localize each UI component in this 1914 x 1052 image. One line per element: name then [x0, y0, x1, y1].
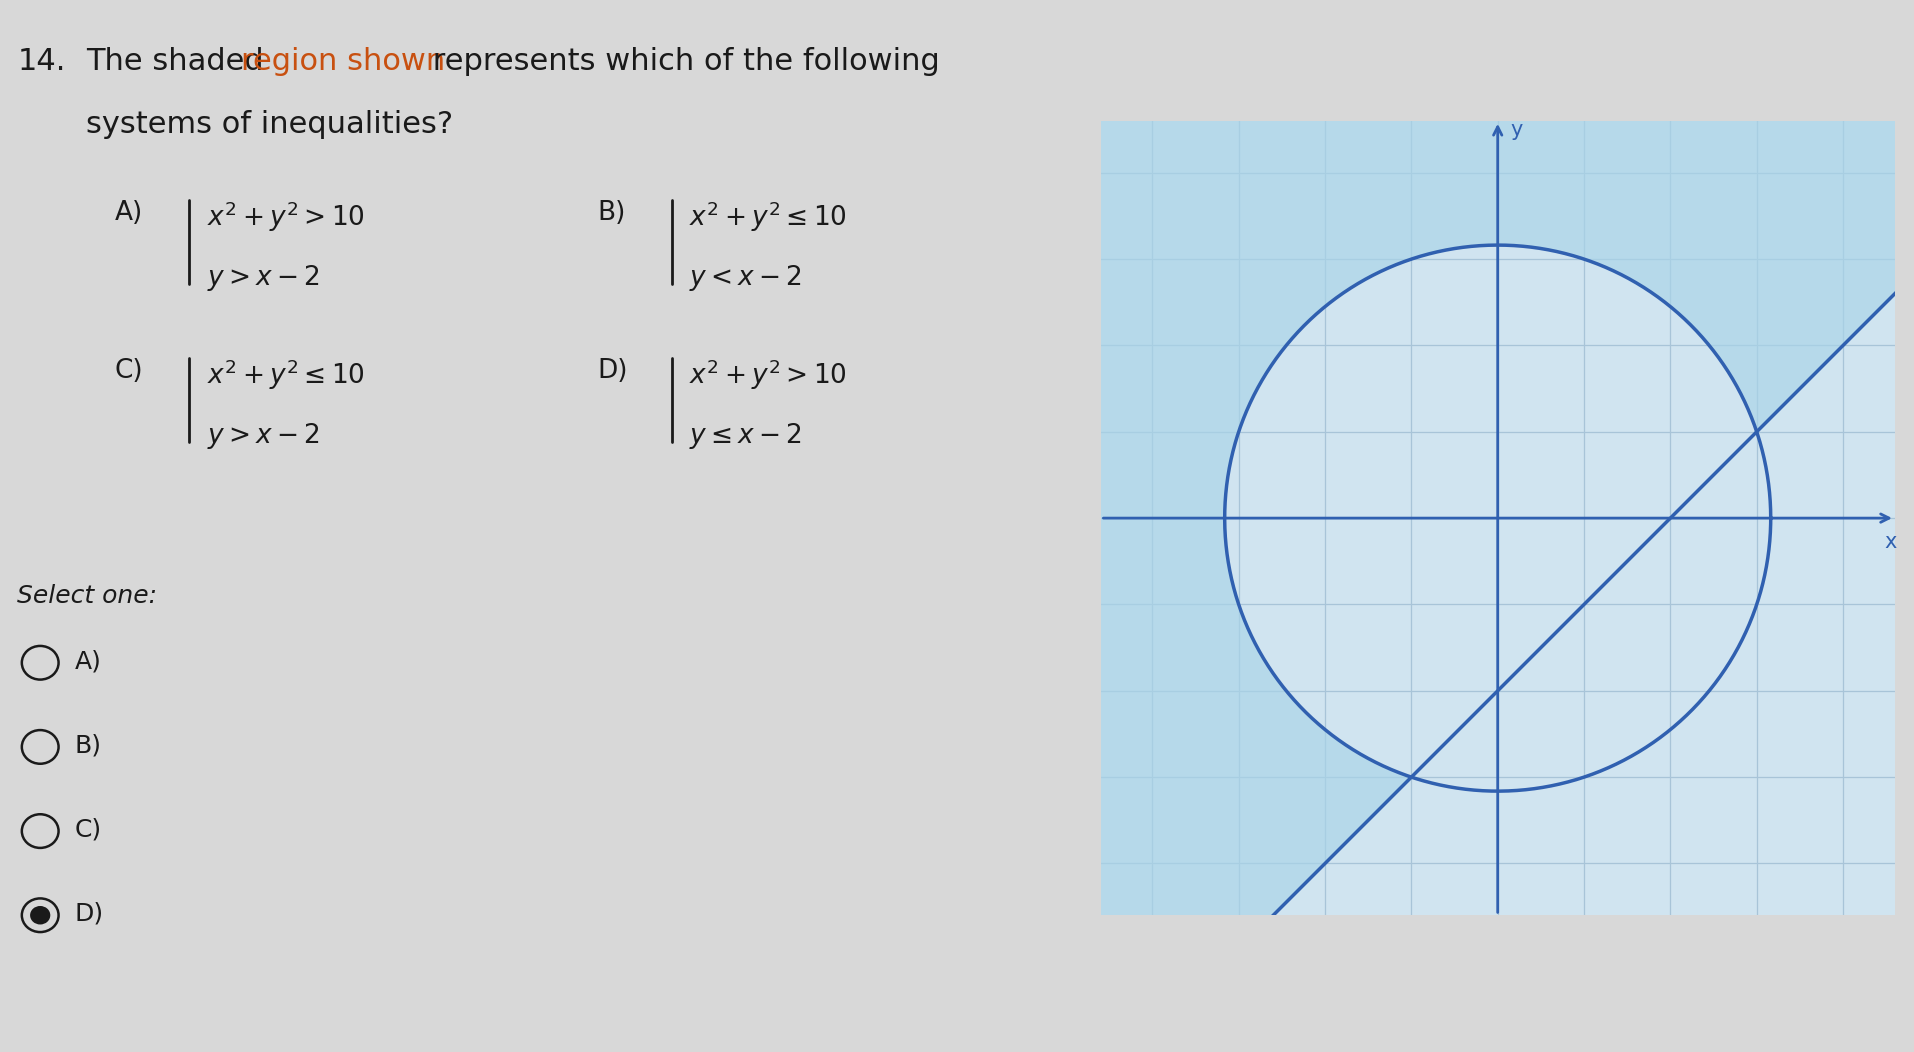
Text: A): A) [115, 200, 144, 226]
Text: A): A) [75, 649, 101, 673]
Text: C): C) [115, 358, 144, 384]
Text: $x^2+y^2\leq10$: $x^2+y^2\leq10$ [207, 358, 364, 392]
Text: D): D) [597, 358, 628, 384]
Circle shape [31, 906, 50, 925]
Text: 14.: 14. [17, 47, 65, 77]
Text: $y<x-2$: $y<x-2$ [689, 263, 802, 294]
Text: systems of inequalities?: systems of inequalities? [86, 110, 454, 140]
Text: represents which of the following: represents which of the following [423, 47, 940, 77]
Text: B): B) [597, 200, 626, 226]
Text: $y>x-2$: $y>x-2$ [207, 421, 320, 451]
Text: D): D) [75, 902, 103, 926]
Text: $x^2+y^2>10$: $x^2+y^2>10$ [689, 358, 846, 392]
Text: $x^2+y^2\leq10$: $x^2+y^2\leq10$ [689, 200, 846, 235]
Text: C): C) [75, 817, 101, 842]
Text: y: y [1510, 120, 1524, 140]
Text: region shown: region shown [241, 47, 446, 77]
Text: $x^2+y^2>10$: $x^2+y^2>10$ [207, 200, 364, 235]
Text: x: x [1885, 532, 1897, 552]
Text: The shaded: The shaded [86, 47, 274, 77]
Text: Select one:: Select one: [17, 584, 157, 608]
Text: $y\leq x-2$: $y\leq x-2$ [689, 421, 802, 451]
Text: B): B) [75, 733, 101, 757]
Text: $y>x-2$: $y>x-2$ [207, 263, 320, 294]
